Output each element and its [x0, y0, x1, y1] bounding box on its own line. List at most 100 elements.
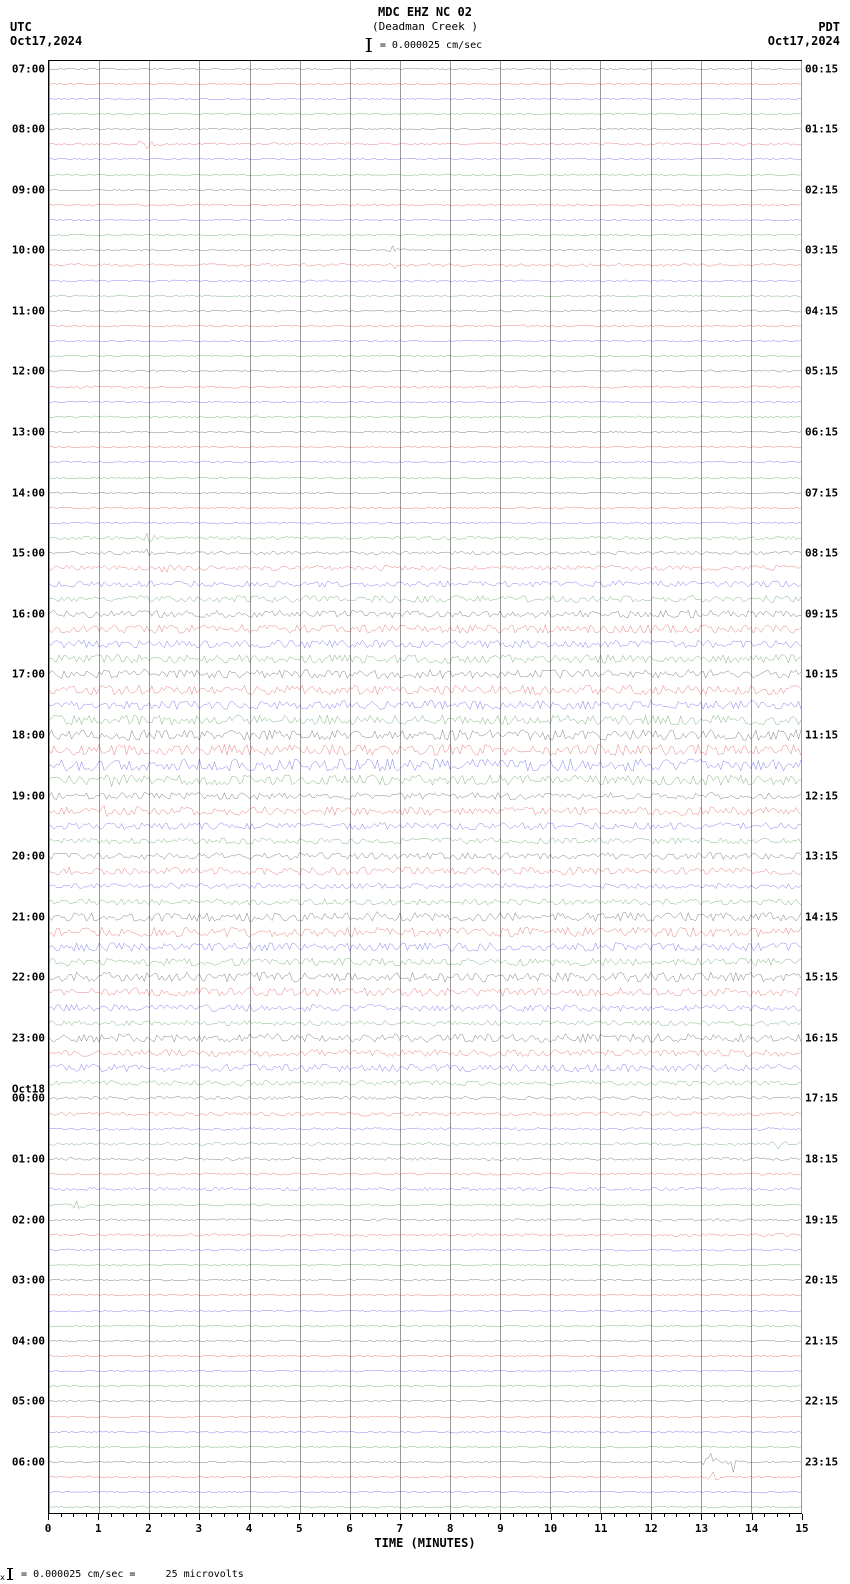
x-tick-label: 2	[145, 1522, 152, 1535]
x-tick-minor	[689, 1514, 690, 1517]
pdt-time-label: 01:15	[801, 123, 838, 136]
pdt-time-label: 07:15	[801, 486, 838, 499]
pdt-time-label: 02:15	[801, 183, 838, 196]
utc-time-label: 20:00	[12, 850, 49, 863]
plot-area: 07:0000:1508:0001:1509:0002:1510:0003:15…	[48, 60, 802, 1514]
x-tick-minor	[475, 1514, 476, 1517]
x-tick-label: 11	[594, 1522, 607, 1535]
x-tick-minor	[488, 1514, 489, 1517]
utc-time-label: 09:00	[12, 183, 49, 196]
x-tick-minor	[639, 1514, 640, 1517]
pdt-time-label: 15:15	[801, 971, 838, 984]
x-tick-label: 1	[95, 1522, 102, 1535]
pdt-time-label: 22:15	[801, 1395, 838, 1408]
pdt-time-label: 20:15	[801, 1274, 838, 1287]
x-tick-minor	[73, 1514, 74, 1517]
x-tick-minor	[438, 1514, 439, 1517]
pdt-time-label: 17:15	[801, 1092, 838, 1105]
header: UTC Oct17,2024 PDT Oct17,2024 MDC EHZ NC…	[0, 0, 850, 55]
utc-time-label: 04:00	[12, 1334, 49, 1347]
utc-time-label: 22:00	[12, 971, 49, 984]
header-center: MDC EHZ NC 02 (Deadman Creek )	[0, 5, 850, 33]
x-tick	[802, 1514, 803, 1520]
utc-time-label: 07:00	[12, 62, 49, 75]
x-tick-label: 15	[795, 1522, 808, 1535]
x-tick-minor	[174, 1514, 175, 1517]
grid-vertical	[801, 61, 802, 1513]
x-tick-minor	[764, 1514, 765, 1517]
x-tick	[752, 1514, 753, 1520]
footer-text-right: 25 microvolts	[166, 1569, 244, 1580]
x-tick-label: 6	[346, 1522, 353, 1535]
x-tick-minor	[626, 1514, 627, 1517]
x-tick-minor	[224, 1514, 225, 1517]
x-tick-minor	[739, 1514, 740, 1517]
x-tick	[249, 1514, 250, 1520]
x-tick	[651, 1514, 652, 1520]
utc-time-label: 13:00	[12, 426, 49, 439]
x-tick	[450, 1514, 451, 1520]
x-tick-minor	[362, 1514, 363, 1517]
utc-time-label: 03:00	[12, 1274, 49, 1287]
x-tick-minor	[186, 1514, 187, 1517]
x-tick-minor	[375, 1514, 376, 1517]
utc-time-label: 10:00	[12, 244, 49, 257]
station-location: (Deadman Creek )	[372, 20, 478, 33]
x-axis: TIME (MINUTES) 0123456789101112131415	[48, 1514, 802, 1544]
pdt-time-label: 16:15	[801, 1031, 838, 1044]
pdt-time-label: 14:15	[801, 910, 838, 923]
x-tick-label: 9	[497, 1522, 504, 1535]
utc-time-label: 14:00	[12, 486, 49, 499]
x-tick-minor	[161, 1514, 162, 1517]
x-tick-label: 4	[246, 1522, 253, 1535]
x-tick-minor	[714, 1514, 715, 1517]
x-tick-label: 12	[645, 1522, 658, 1535]
pdt-time-label: 21:15	[801, 1334, 838, 1347]
footer-scale: x = 0.000025 cm/sec = 25 microvolts	[0, 1568, 244, 1582]
utc-time-label: 17:00	[12, 668, 49, 681]
x-tick-minor	[211, 1514, 212, 1517]
pdt-time-label: 09:15	[801, 607, 838, 620]
pdt-time-label: 19:15	[801, 1213, 838, 1226]
x-tick-label: 3	[195, 1522, 202, 1535]
x-tick-label: 7	[397, 1522, 404, 1535]
x-tick-minor	[274, 1514, 275, 1517]
seismogram-container: UTC Oct17,2024 PDT Oct17,2024 MDC EHZ NC…	[0, 0, 850, 1584]
x-tick-minor	[513, 1514, 514, 1517]
x-tick-label: 14	[745, 1522, 758, 1535]
pdt-time-label: 23:15	[801, 1455, 838, 1468]
x-tick	[98, 1514, 99, 1520]
utc-time-label: 12:00	[12, 365, 49, 378]
pdt-time-label: 00:15	[801, 62, 838, 75]
x-tick-minor	[526, 1514, 527, 1517]
utc-time-label: 19:00	[12, 789, 49, 802]
x-tick	[500, 1514, 501, 1520]
pdt-time-label: 06:15	[801, 426, 838, 439]
x-tick-minor	[576, 1514, 577, 1517]
x-tick-minor	[387, 1514, 388, 1517]
x-tick	[551, 1514, 552, 1520]
x-tick-minor	[337, 1514, 338, 1517]
pdt-time-label: 11:15	[801, 728, 838, 741]
x-tick-minor	[262, 1514, 263, 1517]
station-code: MDC EHZ NC 02	[378, 5, 472, 19]
x-tick-minor	[61, 1514, 62, 1517]
x-tick	[350, 1514, 351, 1520]
footer-text-left: = 0.000025 cm/sec =	[21, 1569, 135, 1580]
utc-date: Oct17,2024	[10, 34, 82, 48]
utc-time-label: 21:00	[12, 910, 49, 923]
utc-time-label: 02:00	[12, 1213, 49, 1226]
utc-time-label: 16:00	[12, 607, 49, 620]
x-tick	[149, 1514, 150, 1520]
utc-time-label: 11:00	[12, 304, 49, 317]
x-tick-minor	[425, 1514, 426, 1517]
utc-time-label: 01:00	[12, 1153, 49, 1166]
x-tick-minor	[136, 1514, 137, 1517]
x-tick-minor	[111, 1514, 112, 1517]
midnight-date-label: Oct18	[12, 1083, 49, 1096]
x-tick-label: 8	[447, 1522, 454, 1535]
x-tick	[400, 1514, 401, 1520]
trace-row	[49, 1507, 801, 1508]
x-tick	[299, 1514, 300, 1520]
footer-scale-bar-icon	[9, 1568, 11, 1580]
